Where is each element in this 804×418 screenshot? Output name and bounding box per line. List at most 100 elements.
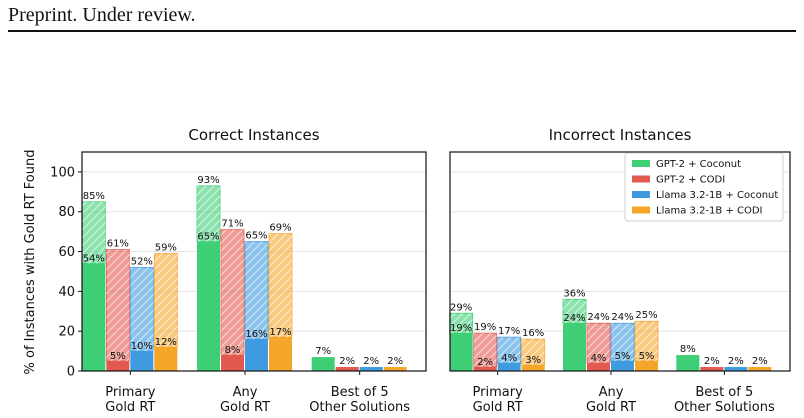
data-label-total: 36%	[563, 288, 585, 299]
bar-exact-gold-rt	[130, 351, 154, 371]
data-label-total: 85%	[83, 191, 105, 202]
data-label-solid: 5%	[639, 351, 655, 362]
bar-hatch	[221, 229, 244, 356]
bar-hatch	[521, 339, 545, 366]
data-label-total: 24%	[587, 312, 609, 323]
bar-exact-gold-rt	[221, 355, 244, 371]
data-label-solid: 12%	[155, 337, 177, 348]
data-label-total: 29%	[450, 302, 472, 313]
bar-exact-gold-rt	[82, 263, 106, 371]
data-label-total: 59%	[155, 243, 177, 254]
legend-label: GPT-2 + CODI	[656, 175, 725, 186]
data-label-solid: 16%	[245, 329, 267, 340]
x-tick-label-line: Best of 5	[331, 385, 389, 400]
y-axis-label: % of Instances with Gold RT Found	[23, 150, 38, 375]
y-tick-label: 0	[67, 365, 75, 380]
data-label-total: 2%	[387, 356, 403, 367]
bar-best-of-5	[748, 367, 772, 371]
x-tick-label-line: Any	[599, 385, 624, 400]
data-label-total: 69%	[269, 223, 291, 234]
data-label-total: 93%	[197, 175, 219, 186]
data-label-total: 7%	[315, 346, 331, 357]
bar-best-of-5	[724, 367, 748, 371]
x-tick-label-line: Other Solutions	[674, 400, 775, 415]
data-label-total: 19%	[474, 322, 496, 333]
bar-exact-gold-rt	[269, 337, 292, 371]
y-tick-label: 60	[58, 245, 75, 260]
data-label-total: 2%	[728, 356, 744, 367]
bar-exact-gold-rt	[635, 361, 658, 371]
data-label-solid: 19%	[450, 323, 472, 334]
x-tick-label-line: Any	[233, 385, 258, 400]
data-label-total: 65%	[245, 231, 267, 242]
panel-1: Correct Instances 54% 85% 5% 61% 10% 52% 12% 59%…	[81, 126, 427, 415]
panel-title: Incorrect Instances	[549, 126, 692, 144]
y-tick-label: 20	[58, 325, 75, 340]
bar-hatch	[197, 185, 220, 242]
data-label-solid: 4%	[501, 353, 517, 364]
bar-exact-gold-rt	[497, 363, 521, 371]
bar-hatch	[449, 313, 473, 334]
legend-box	[624, 152, 784, 222]
bar-best-of-5	[383, 367, 407, 371]
data-label-solid: 17%	[269, 327, 291, 338]
legend-label: Llama 3.2-1B + CODI	[656, 206, 763, 217]
x-tick-label: Best of 5 Other Solutions	[309, 385, 410, 415]
x-tick-label-line: Primary	[473, 385, 524, 400]
panel-2: Incorrect Instances19%29%2%19%4%17%3%16%…	[449, 126, 791, 415]
bar-best-of-5	[311, 357, 335, 371]
bar-exact-gold-rt	[587, 363, 610, 371]
header-rule	[8, 30, 796, 32]
data-label-solid: 5%	[110, 351, 126, 362]
legend-swatch	[632, 191, 650, 198]
data-label-total: 16%	[522, 328, 544, 339]
x-tick-label-line: Gold RT	[220, 400, 270, 415]
data-label-total: 2%	[752, 356, 768, 367]
bar-hatch	[245, 241, 268, 340]
bar-hatch	[611, 323, 634, 362]
bar-exact-gold-rt	[154, 347, 178, 371]
data-label-total: 8%	[680, 344, 696, 355]
axes-frame	[449, 151, 791, 372]
x-tick-label: Primary Gold RT	[473, 385, 524, 415]
x-tick-label: Best of 5 Other Solutions	[674, 385, 775, 415]
x-tick-label-line: Other Solutions	[309, 400, 410, 415]
legend-label: GPT-2 + Coconut	[656, 159, 741, 170]
legend-label: Llama 3.2-1B + Coconut	[656, 190, 778, 201]
legend-swatch	[632, 160, 650, 167]
bar-exact-gold-rt	[197, 241, 220, 371]
data-label-total: 52%	[131, 256, 153, 267]
bar-best-of-5	[676, 355, 700, 371]
y-tick-label: 100	[50, 165, 75, 180]
bar-hatch	[82, 201, 106, 264]
x-tick-label-line: Best of 5	[695, 385, 753, 400]
x-tick-label-line: Primary	[105, 385, 156, 400]
y-tick-label: 40	[58, 285, 75, 300]
data-label-total: 17%	[498, 326, 520, 337]
data-label-total: 25%	[635, 310, 657, 321]
x-tick-label-line: Gold RT	[105, 400, 155, 415]
data-label-solid: 8%	[225, 345, 241, 356]
bar-exact-gold-rt	[245, 339, 268, 371]
data-label-total: 2%	[704, 356, 720, 367]
bar-hatch	[130, 267, 154, 352]
data-label-total: 61%	[107, 239, 129, 250]
bar-best-of-5	[359, 367, 383, 371]
bar-hatch	[106, 249, 130, 362]
x-tick-label-line: Gold RT	[586, 400, 636, 415]
x-tick-label: Primary Gold RT	[105, 385, 156, 415]
bar-hatch	[473, 333, 497, 368]
bar-exact-gold-rt	[106, 361, 130, 371]
axes-frame	[81, 151, 427, 372]
bar-exact-gold-rt	[563, 323, 586, 371]
data-label-solid: 5%	[615, 351, 631, 362]
page-header: Preprint. Under review.	[8, 4, 196, 26]
bar-hatch	[154, 253, 178, 348]
bar-exact-gold-rt	[449, 333, 473, 371]
bar-best-of-5	[700, 367, 724, 371]
data-label-solid: 10%	[131, 341, 153, 352]
bar-hatch	[269, 233, 292, 338]
data-label-total: 71%	[221, 219, 243, 230]
x-tick-label: Any Gold RT	[586, 385, 636, 415]
